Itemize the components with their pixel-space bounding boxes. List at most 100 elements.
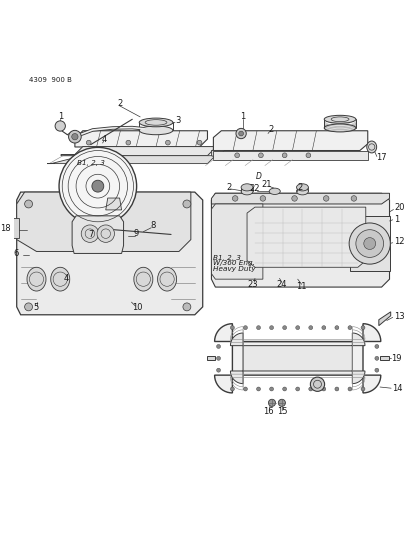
Text: 12: 12 xyxy=(393,238,404,246)
Circle shape xyxy=(243,387,247,391)
Text: 8: 8 xyxy=(150,221,155,230)
Polygon shape xyxy=(17,192,202,315)
Circle shape xyxy=(355,230,383,257)
Circle shape xyxy=(238,131,243,136)
Circle shape xyxy=(282,326,286,329)
Polygon shape xyxy=(61,147,215,156)
Ellipse shape xyxy=(296,184,308,191)
Circle shape xyxy=(281,153,286,158)
Polygon shape xyxy=(230,333,364,384)
Text: 2: 2 xyxy=(117,99,122,108)
Circle shape xyxy=(374,344,378,349)
Text: 4: 4 xyxy=(63,274,69,283)
Polygon shape xyxy=(47,156,215,164)
Text: 1: 1 xyxy=(58,112,63,122)
Circle shape xyxy=(282,387,286,391)
Ellipse shape xyxy=(240,184,252,191)
Text: 15: 15 xyxy=(276,407,286,416)
Ellipse shape xyxy=(133,267,153,291)
Circle shape xyxy=(269,387,273,391)
Text: 10: 10 xyxy=(132,303,143,312)
Circle shape xyxy=(295,326,299,329)
Text: W/360 Eng.: W/360 Eng. xyxy=(213,260,255,266)
Circle shape xyxy=(269,326,273,329)
Circle shape xyxy=(165,140,170,145)
Circle shape xyxy=(182,303,190,311)
Text: 20: 20 xyxy=(393,204,404,213)
Circle shape xyxy=(97,225,114,243)
Polygon shape xyxy=(72,216,123,253)
Ellipse shape xyxy=(366,141,376,153)
Text: 21: 21 xyxy=(261,180,272,189)
Circle shape xyxy=(334,387,338,391)
Circle shape xyxy=(360,387,364,391)
Circle shape xyxy=(374,357,378,360)
Circle shape xyxy=(291,196,297,201)
Circle shape xyxy=(216,357,220,360)
Circle shape xyxy=(310,377,324,391)
Polygon shape xyxy=(247,207,365,267)
Polygon shape xyxy=(214,324,380,393)
Circle shape xyxy=(347,387,351,391)
Text: 4309  900 B: 4309 900 B xyxy=(29,77,72,83)
Ellipse shape xyxy=(324,115,355,123)
Polygon shape xyxy=(349,216,389,271)
Text: 9: 9 xyxy=(133,229,139,238)
Text: 22: 22 xyxy=(248,184,259,193)
Circle shape xyxy=(230,326,234,329)
Ellipse shape xyxy=(296,188,308,195)
Circle shape xyxy=(216,344,220,349)
Circle shape xyxy=(216,368,220,372)
Text: 1: 1 xyxy=(393,214,398,223)
Polygon shape xyxy=(211,193,389,204)
Polygon shape xyxy=(211,193,389,287)
Circle shape xyxy=(350,196,356,201)
Text: 7: 7 xyxy=(88,230,93,239)
Ellipse shape xyxy=(240,188,252,195)
Circle shape xyxy=(258,153,263,158)
Circle shape xyxy=(59,148,136,225)
Text: 3: 3 xyxy=(175,116,180,125)
Circle shape xyxy=(347,326,351,329)
Text: 4: 4 xyxy=(101,134,106,143)
Polygon shape xyxy=(206,357,215,360)
Circle shape xyxy=(259,196,265,201)
Circle shape xyxy=(278,399,285,406)
Polygon shape xyxy=(378,312,390,326)
Polygon shape xyxy=(211,204,262,279)
Circle shape xyxy=(230,387,234,391)
Circle shape xyxy=(308,387,312,391)
Text: 2: 2 xyxy=(226,183,231,192)
Circle shape xyxy=(25,303,32,311)
Ellipse shape xyxy=(269,188,280,195)
Text: D: D xyxy=(255,172,261,181)
Circle shape xyxy=(232,196,237,201)
Circle shape xyxy=(334,326,338,329)
Polygon shape xyxy=(213,150,367,160)
Circle shape xyxy=(81,225,99,243)
Polygon shape xyxy=(211,150,223,158)
Circle shape xyxy=(68,131,81,143)
Circle shape xyxy=(308,326,312,329)
Circle shape xyxy=(182,200,190,208)
Text: B1, 2, 3: B1, 2, 3 xyxy=(76,160,104,166)
Circle shape xyxy=(321,387,325,391)
Text: 16: 16 xyxy=(262,407,273,416)
Ellipse shape xyxy=(324,124,355,132)
Text: 2: 2 xyxy=(297,183,302,192)
Polygon shape xyxy=(379,357,388,360)
Circle shape xyxy=(348,223,389,264)
Circle shape xyxy=(25,200,32,208)
Circle shape xyxy=(197,140,202,145)
Text: 11: 11 xyxy=(296,282,306,291)
Text: B1, 2, 3: B1, 2, 3 xyxy=(213,255,240,261)
Ellipse shape xyxy=(27,267,46,291)
Circle shape xyxy=(243,326,247,329)
Text: 14: 14 xyxy=(391,384,402,393)
Text: 19: 19 xyxy=(391,354,401,363)
Text: 6: 6 xyxy=(13,249,19,258)
Polygon shape xyxy=(106,198,121,210)
Text: 17: 17 xyxy=(375,153,386,162)
Ellipse shape xyxy=(139,118,173,127)
Circle shape xyxy=(72,134,78,140)
